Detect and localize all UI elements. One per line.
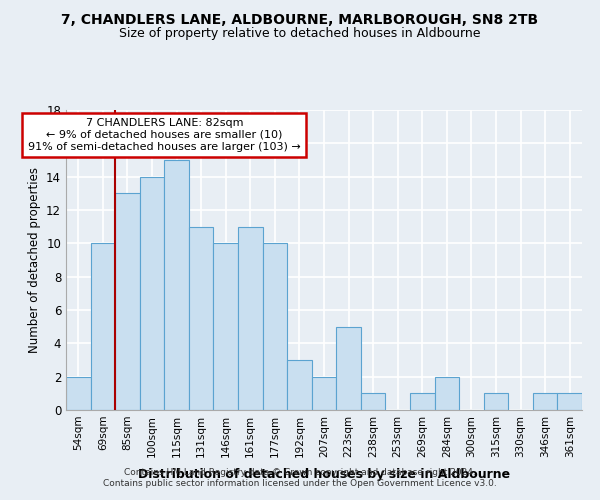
Text: 7, CHANDLERS LANE, ALDBOURNE, MARLBOROUGH, SN8 2TB: 7, CHANDLERS LANE, ALDBOURNE, MARLBOROUG… [61, 12, 539, 26]
Bar [287, 360, 312, 410]
Bar [164, 160, 189, 410]
Bar [336, 326, 361, 410]
Bar [361, 394, 385, 410]
Text: Contains HM Land Registry data © Crown copyright and database right 2024.
Contai: Contains HM Land Registry data © Crown c… [103, 468, 497, 487]
Bar [410, 394, 434, 410]
Text: Size of property relative to detached houses in Aldbourne: Size of property relative to detached ho… [119, 28, 481, 40]
Bar [115, 194, 140, 410]
Bar [140, 176, 164, 410]
Bar [66, 376, 91, 410]
Bar [434, 376, 459, 410]
X-axis label: Distribution of detached houses by size in Aldbourne: Distribution of detached houses by size … [138, 468, 510, 481]
Bar [238, 226, 263, 410]
Y-axis label: Number of detached properties: Number of detached properties [28, 167, 41, 353]
Bar [263, 244, 287, 410]
Bar [533, 394, 557, 410]
Bar [91, 244, 115, 410]
Bar [484, 394, 508, 410]
Text: 7 CHANDLERS LANE: 82sqm
← 9% of detached houses are smaller (10)
91% of semi-det: 7 CHANDLERS LANE: 82sqm ← 9% of detached… [28, 118, 301, 152]
Bar [214, 244, 238, 410]
Bar [312, 376, 336, 410]
Bar [189, 226, 214, 410]
Bar [557, 394, 582, 410]
